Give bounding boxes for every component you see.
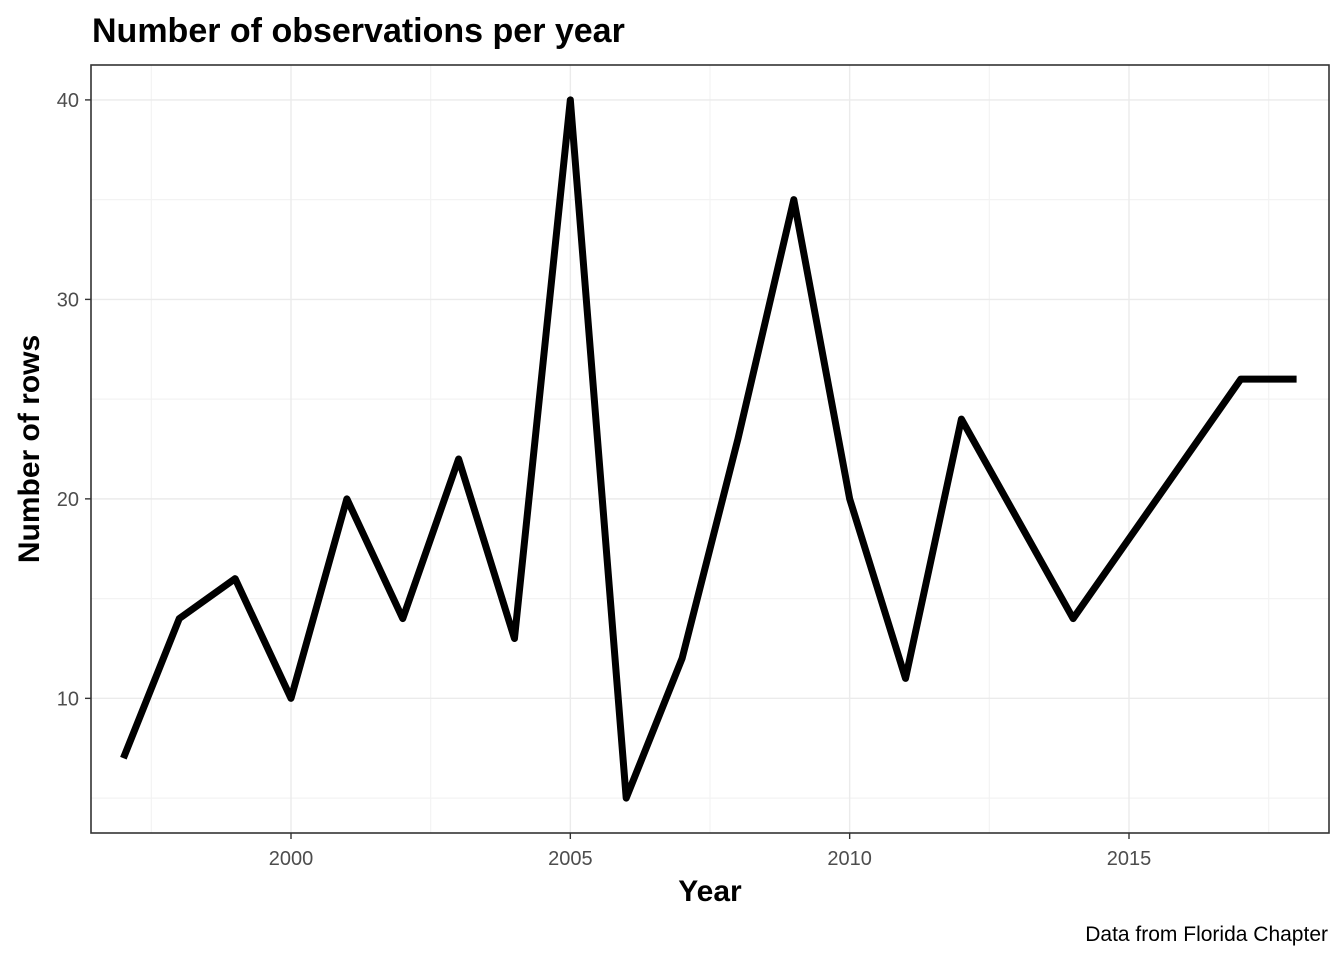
y-tick-label: 40 bbox=[57, 90, 79, 112]
x-tick-label: 2015 bbox=[1107, 848, 1152, 870]
minor-gridlines bbox=[91, 65, 1329, 833]
y-tick-label: 10 bbox=[57, 688, 79, 710]
chart-caption: Data from Florida Chapter bbox=[1085, 923, 1328, 946]
series-line bbox=[120, 96, 1297, 802]
y-tick-label: 30 bbox=[57, 289, 79, 311]
chart-title: Number of observations per year bbox=[92, 12, 625, 50]
series-group bbox=[120, 96, 1297, 802]
x-tick-label: 2005 bbox=[548, 848, 593, 870]
x-axis: 2000 2005 2010 2015 bbox=[269, 833, 1151, 870]
plot-panel-border bbox=[90, 64, 1330, 834]
x-tick-label: 2010 bbox=[827, 848, 872, 870]
y-tick-label: 20 bbox=[57, 489, 79, 511]
y-axis: 10 20 30 40 bbox=[57, 90, 91, 710]
x-tick-label: 2000 bbox=[269, 848, 314, 870]
y-axis-title: Number of rows bbox=[13, 335, 46, 563]
major-gridlines bbox=[91, 65, 1329, 833]
x-axis-title: Year bbox=[678, 875, 742, 908]
